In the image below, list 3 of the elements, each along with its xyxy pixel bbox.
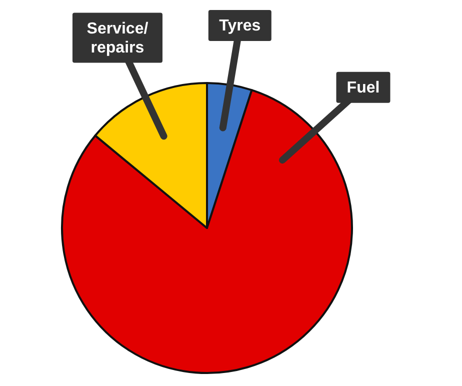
- slice-label: Service/ repairs: [86, 20, 149, 56]
- slice-label: Fuel: [346, 78, 380, 96]
- slice-label: Tyres: [219, 17, 261, 34]
